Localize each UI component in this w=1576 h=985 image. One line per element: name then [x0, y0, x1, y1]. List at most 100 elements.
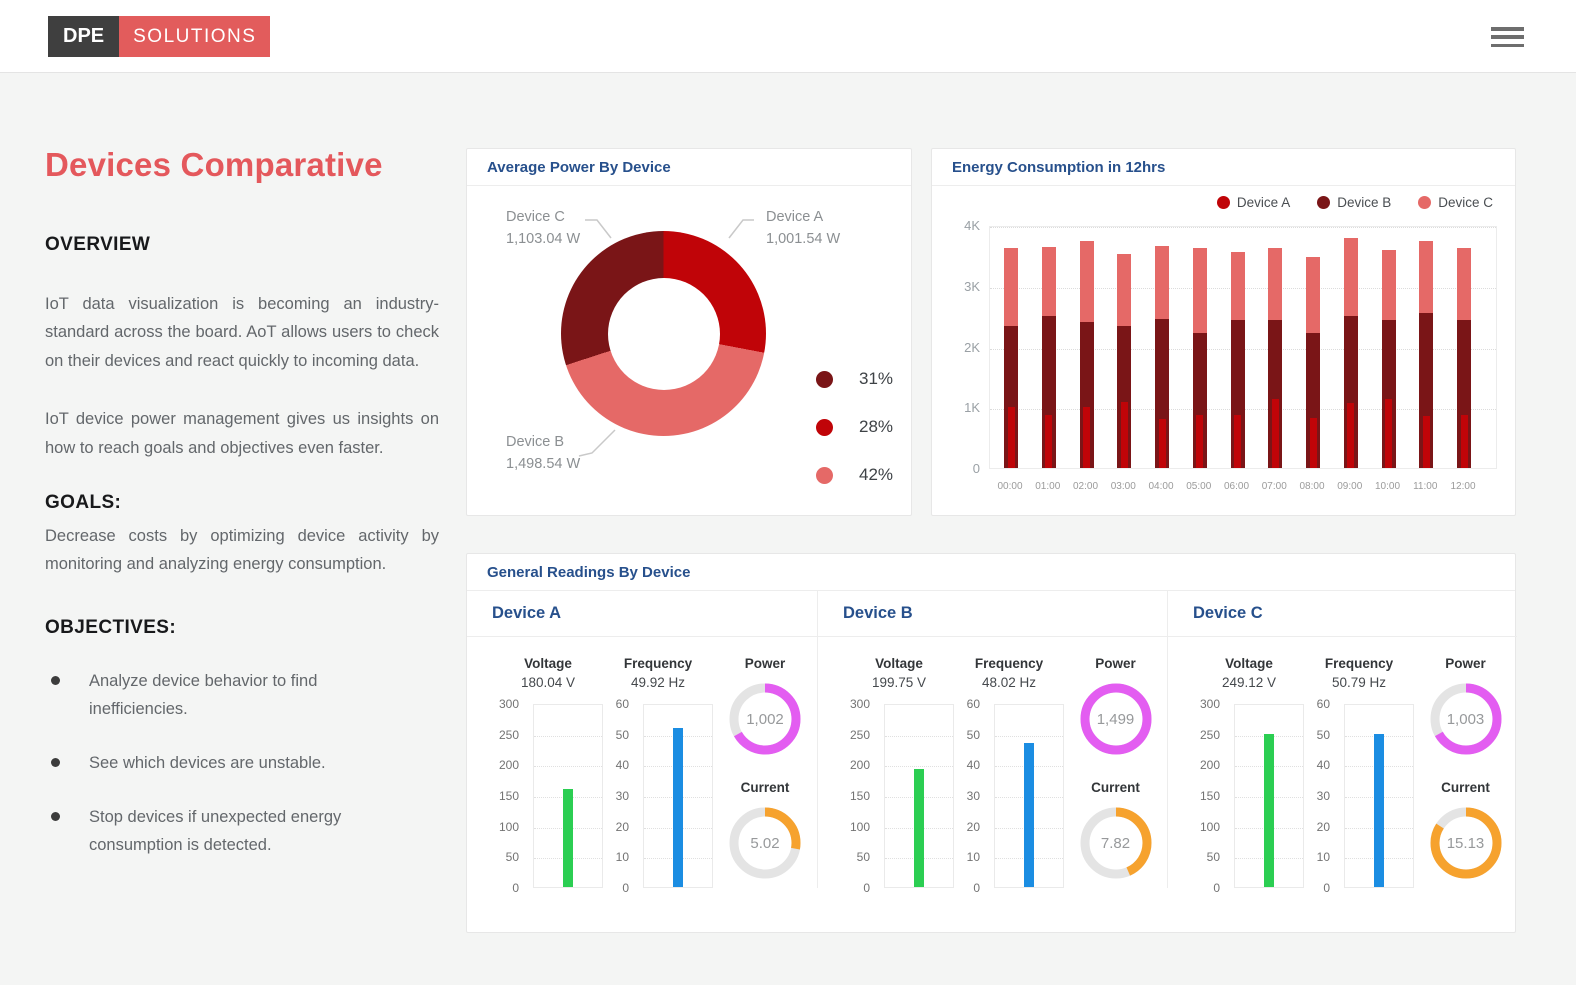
gauges-block: Power 1,003 Current 15.13 [1414, 656, 1517, 888]
average-power-card: Average Power By Device Device C 1,103.0… [466, 148, 912, 516]
voltage-chart: 300 250 200 150 100 50 0 [1194, 697, 1304, 895]
x-tick-label: 06:00 [1223, 481, 1250, 492]
axis-tick-labels: 300 250 200 150 100 50 0 [1194, 697, 1228, 895]
frequency-chart: 60 50 40 30 20 10 0 [603, 697, 713, 895]
hamburger-menu-icon[interactable] [1491, 27, 1524, 47]
voltage-chart: 300 250 200 150 100 50 0 [493, 697, 603, 895]
power-value: 1,499 [1096, 710, 1135, 728]
tick-label: 300 [1199, 697, 1220, 711]
logo-primary: DPE [48, 16, 120, 57]
tick-label: 60 [615, 697, 629, 711]
bullet-icon [51, 811, 60, 821]
current-title: Current [740, 780, 790, 795]
power-title: Power [1095, 656, 1136, 671]
tick-label: 200 [498, 758, 519, 773]
frequency-value: 49.92 Hz [630, 675, 686, 690]
x-tick-label: 08:00 [1299, 481, 1325, 492]
gauge-ring [1430, 807, 1501, 879]
voltage-chart: 300 250 200 150 100 50 0 [844, 697, 954, 895]
x-tick-label: 07:00 [1261, 481, 1287, 492]
device-panel: Device C Voltage 249.12 V 300 250 200 150 100 50… [1167, 591, 1517, 895]
y-tick-label: 1K [964, 400, 980, 416]
gauge-ring [1430, 683, 1501, 755]
gridline [995, 735, 1063, 737]
power-title: Power [744, 656, 786, 671]
tick-label: 50 [1206, 850, 1220, 865]
x-tick-label: 10:00 [1374, 481, 1401, 492]
current-title: Current [1441, 780, 1490, 795]
device-name: Device C [1168, 591, 1517, 637]
objective-text: Analyze device behavior to find ineffici… [89, 671, 318, 718]
current-value: 7.82 [1100, 834, 1131, 852]
voltage-plot [1234, 704, 1304, 888]
tick-label: 30 [966, 789, 980, 803]
gridline [534, 766, 602, 768]
device-readings: Voltage 180.04 V 300 250 200 150 100 50 0 Frequen… [467, 637, 817, 895]
tick-label: 300 [849, 697, 870, 711]
gauge-ring [1080, 683, 1151, 755]
frequency-block: Frequency 50.79 Hz 60 50 40 30 20 10 0 [1304, 656, 1414, 895]
bar-segment-device-c [1004, 248, 1018, 327]
bar-device-a [1347, 403, 1355, 468]
bar-legend-item: Device C [1418, 195, 1493, 210]
voltage-plot [884, 704, 954, 888]
goals-text: Decrease costs by optimizing device acti… [45, 526, 439, 574]
y-tick-label: 0 [972, 461, 980, 476]
bar-device-a [1045, 415, 1053, 468]
tick-label: 150 [498, 789, 519, 803]
donut-callout-device-c: Device C 1,103.04 W [506, 209, 581, 247]
gridline [990, 227, 1496, 228]
frequency-block: Frequency 49.92 Hz 60 50 40 30 20 10 0 [603, 656, 713, 895]
tick-label: 0 [512, 881, 519, 895]
bullet-icon [51, 757, 60, 767]
tick-label: 40 [966, 758, 980, 773]
tick-label: 50 [966, 727, 980, 742]
legend-series-label: Device C [1438, 195, 1493, 210]
legend-dot-icon [1317, 196, 1331, 209]
bar-y-axis: 0 1K 2K 3K 4K [940, 149, 980, 517]
goals-heading: GOALS: [45, 491, 122, 513]
bar-device-a [1007, 407, 1015, 468]
bar-segment-device-c [1419, 241, 1434, 314]
tick-label: 50 [1316, 727, 1330, 742]
tick-label: 250 [498, 727, 519, 742]
tick-label: 150 [849, 789, 870, 803]
tick-label: 60 [1316, 697, 1330, 711]
bar-device-a [1196, 414, 1204, 468]
power-gauge: 1,002 [727, 681, 803, 757]
energy-consumption-card: Energy Consumption in 12hrs Device A Devi… [931, 148, 1516, 516]
logo[interactable]: DPE SOLUTIONS [48, 16, 271, 57]
tick-label: 10 [615, 850, 629, 865]
gauge-arc [1430, 807, 1501, 879]
card-title: Average Power By Device [467, 149, 911, 186]
bar-x-axis: 00:00 01:00 02:00 03:00 04:00 05:00 06:00 07:00… [989, 481, 1497, 495]
x-tick-label: 04:00 [1148, 481, 1174, 492]
voltage-value: 249.12 V [1221, 675, 1277, 690]
overview-heading: OVERVIEW [45, 234, 151, 255]
donut-legend-item: 28% [816, 417, 893, 437]
power-title: Power [1445, 656, 1486, 671]
x-tick-label: 02:00 [1072, 481, 1099, 492]
frequency-plot [643, 704, 713, 888]
bar-device-a [1422, 416, 1430, 468]
gauge-arc [729, 683, 801, 755]
axis-tick-labels: 60 50 40 30 20 10 0 [1304, 697, 1338, 895]
gauge-ring [1080, 807, 1151, 879]
legend-dot-icon [1216, 196, 1230, 209]
tick-label: 20 [1316, 819, 1330, 834]
axis-tick-labels: 60 50 40 30 20 10 0 [603, 697, 637, 895]
frequency-value: 48.02 Hz [981, 675, 1037, 690]
tick-label: 0 [863, 881, 870, 895]
axis-tick-labels: 60 50 40 30 20 10 0 [954, 697, 988, 895]
tick-label: 100 [498, 819, 519, 834]
gridline [885, 766, 953, 768]
tick-label: 100 [849, 819, 870, 834]
bar-segment-device-c [1306, 257, 1320, 333]
objectives-heading: OBJECTIVES: [45, 616, 177, 638]
device-panel: Device A Voltage 180.04 V 300 250 200 150 100 50… [467, 591, 817, 895]
gauges-block: Power 1,499 Current 7.82 [1064, 656, 1167, 888]
donut-legend-item: 31% [816, 369, 893, 389]
x-tick-label: 11:00 [1413, 481, 1438, 492]
voltage-bar [563, 788, 573, 887]
x-tick-label: 05:00 [1186, 481, 1212, 492]
